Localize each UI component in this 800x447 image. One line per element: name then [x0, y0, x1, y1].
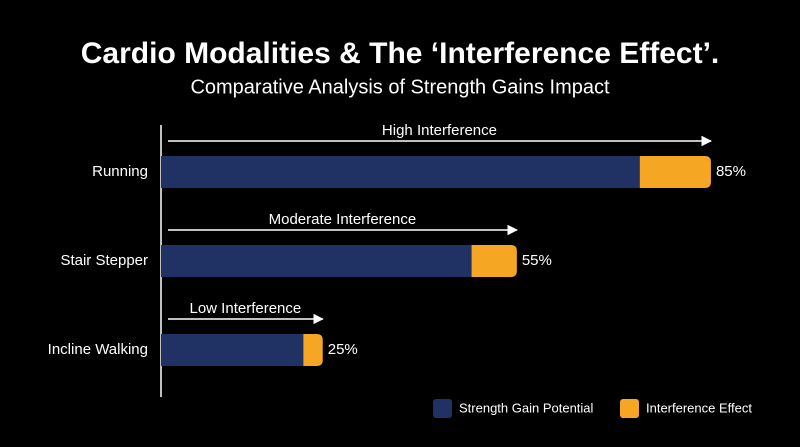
data-label: 55% — [522, 252, 552, 269]
chart-title: Cardio Modalities & The ‘Interference Ef… — [81, 37, 719, 70]
legend-swatch — [433, 399, 452, 418]
bar-segment — [161, 245, 472, 277]
annotation: Moderate Interference — [269, 211, 417, 228]
bar-segment — [303, 334, 323, 366]
bar-segment — [471, 245, 517, 277]
bar-segment — [639, 156, 711, 188]
bar-segment — [161, 334, 304, 366]
bar-segment — [161, 156, 640, 188]
y-tick-label: Incline Walking — [48, 341, 148, 358]
legend-label: Strength Gain Potential — [459, 400, 594, 415]
data-label: 85% — [716, 163, 746, 180]
y-tick-label: Stair Stepper — [60, 252, 148, 269]
data-label: 25% — [328, 341, 358, 358]
annotation: High Interference — [382, 122, 497, 139]
legend-label: Interference Effect — [646, 400, 752, 415]
chart-subtitle: Comparative Analysis of Strength Gains I… — [190, 76, 610, 98]
y-tick-label: Running — [92, 163, 148, 180]
legend-swatch — [620, 399, 639, 418]
annotation: Low Interference — [190, 300, 302, 317]
